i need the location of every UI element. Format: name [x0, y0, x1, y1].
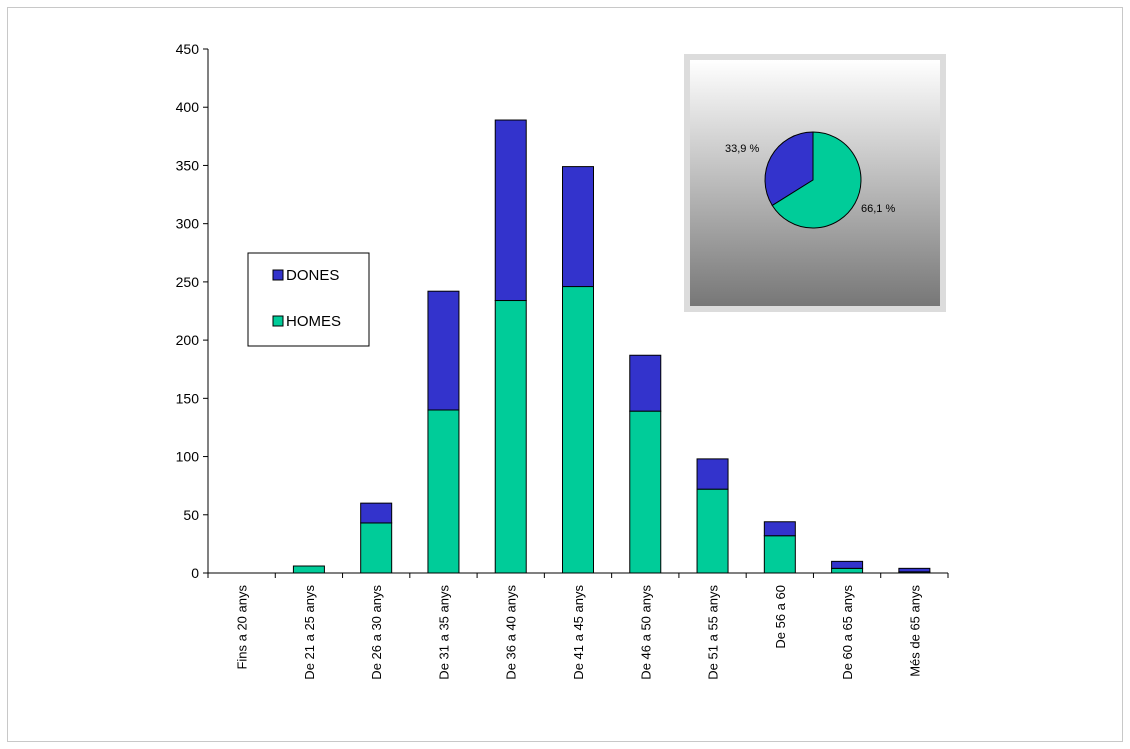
y-tick-label: 200	[176, 332, 200, 348]
bar-homes	[427, 409, 460, 574]
y-tick-label: 250	[176, 274, 200, 290]
bar-dones	[562, 166, 594, 288]
bar-dones	[494, 119, 527, 302]
bar-homes	[292, 565, 325, 574]
bar-homes	[696, 488, 729, 574]
x-category-label: De 46 a 50 anys	[638, 585, 653, 680]
x-category-label: De 21 a 25 anys	[302, 585, 317, 680]
bar-homes	[831, 567, 864, 574]
y-tick-label: 450	[176, 41, 200, 57]
x-category-label: De 31 a 35 anys	[436, 585, 451, 680]
pie-label-homes: 66,1 %	[861, 203, 895, 215]
bar-dones	[763, 521, 796, 537]
chart-canvas: 0 50 100 150 200 250 300 350 400 450 Fins a 20 any…	[176, 41, 949, 680]
bar-homes	[763, 535, 796, 574]
x-category-label: De 56 a 60	[773, 585, 788, 649]
legend-label-homes: HOMES	[286, 313, 341, 330]
y-tick-label: 0	[191, 565, 199, 581]
x-category-label: De 26 a 30 anys	[369, 585, 384, 680]
legend-box	[247, 252, 370, 347]
bar-homes	[494, 300, 527, 574]
y-tick-label: 150	[176, 390, 200, 406]
y-tick-label: 400	[176, 99, 200, 115]
pie-label-dones: 33,9 %	[725, 143, 759, 155]
bar-homes	[562, 286, 594, 574]
x-category-label: De 51 a 55 anys	[706, 585, 721, 680]
bar-dones	[696, 458, 729, 490]
x-category-label: De 60 a 65 anys	[840, 585, 855, 680]
x-category-label: De 36 a 40 anys	[504, 585, 519, 680]
y-tick-label: 300	[176, 216, 200, 232]
bar-dones	[831, 560, 864, 569]
x-category-label: Fins a 20 anys	[235, 585, 250, 670]
bar-dones	[629, 354, 662, 412]
bar-dones	[898, 567, 931, 573]
y-tick-label: 350	[176, 157, 200, 173]
y-tick-label: 100	[176, 449, 200, 465]
bar-dones	[427, 290, 460, 411]
legend-swatch-dones	[272, 269, 284, 281]
chart-frame: 0 50 100 150 200 250 300 350 400 450 Fins a 20 any…	[7, 7, 1123, 742]
y-tick-label: 50	[183, 507, 199, 523]
x-category-label: Més de 65 anys	[907, 585, 922, 677]
legend-label-dones: DONES	[286, 267, 339, 284]
bar-homes	[629, 410, 662, 574]
bar-homes	[360, 522, 393, 574]
pie-slice-homes	[771, 131, 862, 229]
bar-dones	[360, 502, 393, 524]
legend-swatch-homes	[272, 315, 284, 327]
x-category-label: De 41 a 45 anys	[571, 585, 586, 680]
